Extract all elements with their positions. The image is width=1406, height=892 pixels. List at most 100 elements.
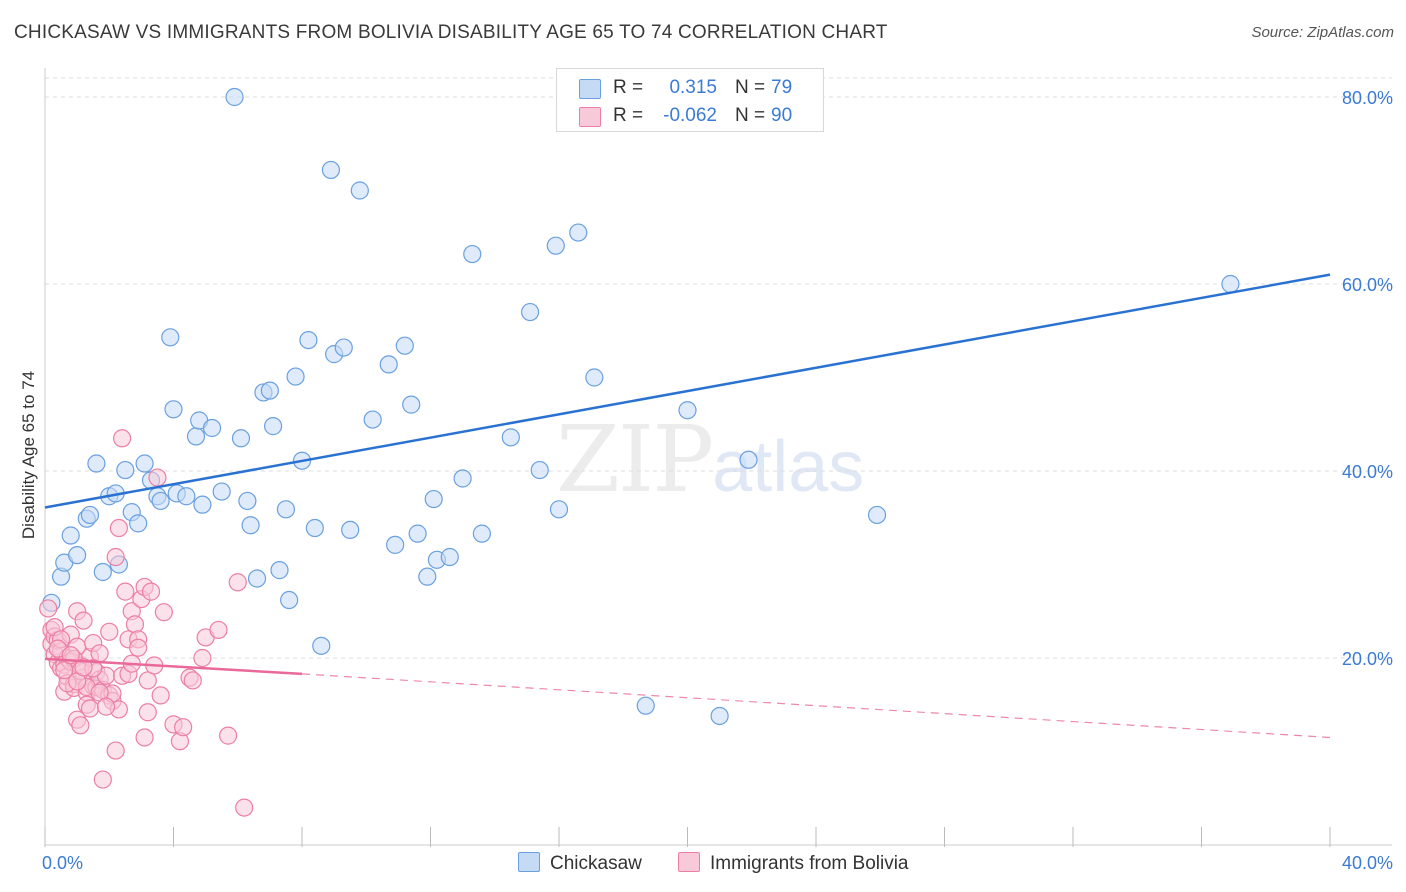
bolivia-point — [39, 599, 58, 618]
grid-layer — [45, 77, 1392, 659]
chickasaw-points — [42, 87, 1240, 726]
chickasaw-point — [418, 567, 437, 586]
chickasaw-point — [87, 454, 106, 473]
chickasaw-point — [129, 514, 148, 533]
chickasaw-point — [710, 706, 729, 726]
chickasaw-point — [116, 460, 135, 480]
bolivia-point — [71, 716, 90, 735]
chickasaw-point — [408, 524, 427, 543]
chickasaw-point — [379, 355, 398, 374]
r-label: R = — [613, 77, 644, 98]
bolivia-trend-extension — [301, 673, 1331, 739]
chickasaw-point — [80, 505, 100, 525]
chickasaw-point — [334, 338, 353, 357]
chickasaw-point — [569, 223, 588, 242]
bolivia-point — [109, 518, 128, 538]
bolivia-point — [112, 429, 132, 448]
chickasaw-point — [312, 636, 331, 655]
chickasaw-point — [135, 454, 154, 473]
chickasaw-point — [280, 590, 299, 610]
chickasaw-point — [386, 535, 405, 554]
bolivia-point — [96, 697, 116, 716]
chickasaw-point — [193, 495, 212, 514]
watermark: ZIPatlas — [556, 406, 864, 513]
bolivia-point — [135, 728, 154, 747]
chickasaw-point — [238, 491, 257, 511]
watermark-zip: ZIP — [556, 406, 714, 513]
chickasaw-point — [186, 427, 206, 446]
bolivia-point — [151, 686, 170, 705]
bottom-legend-chickasaw: Chickasaw — [518, 852, 642, 875]
bolivia-point — [235, 798, 254, 817]
chickasaw-point — [161, 328, 180, 347]
r-value: -0.062 — [663, 105, 717, 126]
chickasaw-point — [546, 236, 565, 255]
chickasaw-point — [867, 505, 887, 525]
chickasaw-point — [202, 418, 222, 438]
chickasaw-point — [212, 482, 231, 501]
bolivia-point — [154, 603, 173, 622]
chickasaw-point — [678, 401, 697, 420]
y-axis-label: Disability Age 65 to 74 — [19, 371, 38, 539]
chart-title: CHICKASAW VS IMMIGRANTS FROM BOLIVIA DIS… — [14, 22, 888, 43]
chickasaw-point — [225, 87, 244, 107]
bolivia-point — [209, 620, 228, 640]
chickasaw-point — [424, 489, 443, 509]
bolivia-point — [106, 547, 125, 567]
chickasaw-point — [472, 524, 491, 543]
chickasaw-point — [463, 244, 482, 264]
chickasaw-point — [286, 367, 305, 386]
bolivia-point — [100, 622, 119, 641]
chickasaw-point — [363, 410, 382, 429]
chickasaw-point — [321, 160, 341, 180]
x-tick-label-max: 40.0% — [1342, 853, 1393, 873]
correlation-legend: R = 0.315 N = 79 R = -0.062 N = 90 — [556, 68, 824, 132]
chickasaw-point — [341, 520, 360, 540]
chickasaw-point — [440, 547, 459, 567]
bolivia-point — [228, 573, 247, 592]
chickasaw-trend-line — [44, 273, 1331, 509]
axis-layer — [44, 68, 1392, 847]
bolivia-point — [219, 726, 238, 745]
bolivia-point — [125, 615, 145, 634]
bolivia-point — [148, 468, 167, 487]
bolivia-point — [55, 661, 74, 680]
chickasaw-point — [585, 368, 604, 387]
n-value: 79 — [771, 77, 793, 98]
chickasaw-swatch — [579, 79, 601, 99]
chickasaw-point — [164, 400, 183, 419]
x-tick-label-min: 0.0% — [42, 853, 83, 873]
chickasaw-point — [305, 518, 324, 538]
chickasaw-point — [247, 569, 267, 588]
chickasaw-point — [177, 487, 196, 506]
r-label: R = — [613, 105, 644, 126]
bottom-legend-bolivia: Immigrants from Bolivia — [678, 852, 909, 875]
chickasaw-point — [241, 516, 260, 535]
bolivia-point — [174, 718, 193, 737]
bolivia-point — [74, 658, 93, 677]
tick-label-layer: 20.0% 40.0% 60.0% 80.0% 0.0% 40.0% Disability … — [19, 88, 1393, 873]
chickasaw-point — [270, 561, 289, 580]
bolivia-point — [193, 648, 212, 668]
trend-layer — [44, 273, 1331, 739]
y-tick-label: 80.0% — [1342, 88, 1393, 108]
chickasaw-point — [231, 429, 251, 448]
chickasaw-point — [1221, 274, 1240, 294]
chickasaw-point — [263, 417, 283, 436]
bolivia-swatch — [579, 107, 601, 127]
chickasaw-point — [260, 381, 279, 400]
chickasaw-point — [276, 500, 296, 519]
n-label: N = — [735, 77, 766, 98]
chickasaw-point — [350, 181, 369, 200]
bolivia-point — [138, 703, 157, 722]
chickasaw-swatch — [518, 852, 540, 872]
chickasaw-point — [299, 331, 318, 350]
bolivia-point — [106, 741, 125, 760]
n-label: N = — [735, 105, 766, 126]
bolivia-point — [74, 611, 93, 630]
bolivia-legend-label: Immigrants from Bolivia — [710, 853, 909, 874]
chickasaw-point — [61, 526, 80, 545]
chickasaw-point — [549, 500, 569, 519]
chickasaw-legend-label: Chickasaw — [550, 853, 642, 874]
